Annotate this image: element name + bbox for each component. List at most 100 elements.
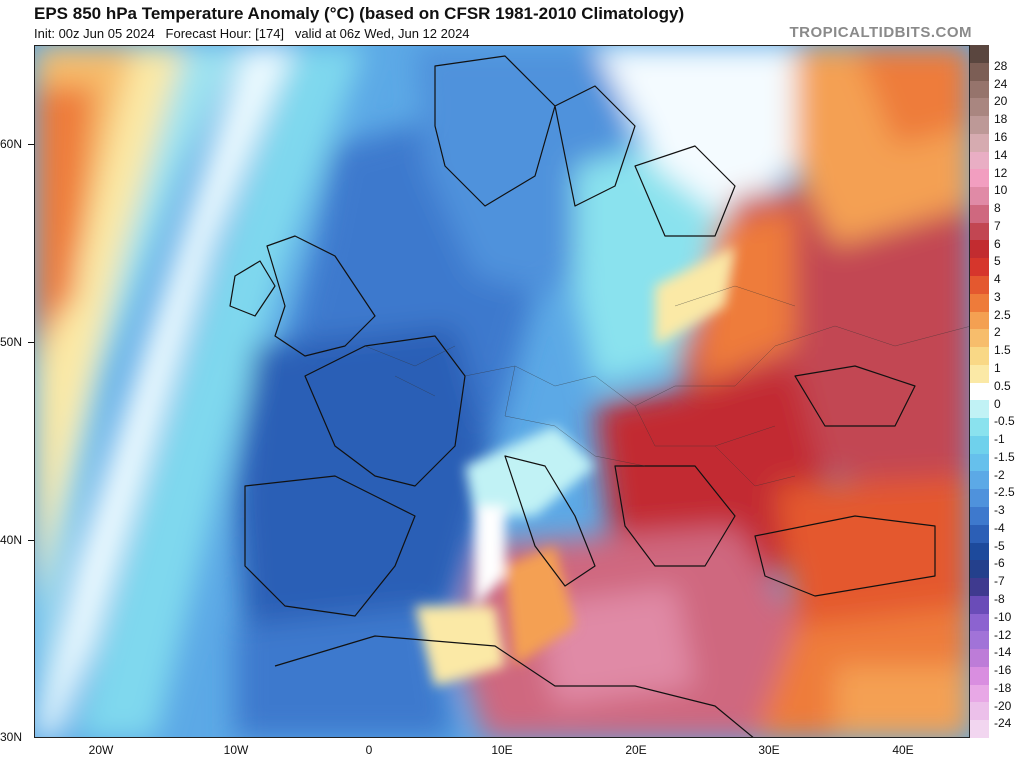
- colorbar-swatch: [970, 116, 989, 135]
- lat-tick: [28, 342, 34, 343]
- colorbar-label: 3: [994, 289, 1001, 304]
- coast-north-africa: [274, 635, 754, 737]
- coast-france: [304, 335, 466, 487]
- colorbar-label: 10: [994, 183, 1008, 198]
- lon-label-40e: 40E: [892, 743, 914, 757]
- colorbar-swatch: [970, 204, 989, 224]
- lat-tick: [28, 540, 34, 541]
- colorbar-label: -0.5: [994, 414, 1015, 429]
- colorbar-swatch: [970, 382, 989, 401]
- coast-black-sea: [794, 365, 916, 427]
- anomaly-map: [34, 45, 970, 738]
- colorbar-swatch: [970, 293, 989, 313]
- colorbar-label: 8: [994, 201, 1001, 216]
- colorbar-swatch: [970, 489, 989, 508]
- colorbar-swatch: [970, 631, 989, 650]
- colorbar-label: 2: [994, 325, 1001, 340]
- colorbar-label: 28: [994, 58, 1008, 73]
- coast-iberia: [244, 475, 416, 617]
- colorbar-swatch: [970, 595, 989, 615]
- colorbar-swatch: [970, 666, 989, 686]
- colorbar-swatch: [970, 240, 989, 259]
- colorbar-label: -7: [994, 574, 1005, 589]
- colorbar-label: -18: [994, 680, 1012, 695]
- colorbar-label: 7: [994, 218, 1001, 233]
- colorbar-label: 0: [994, 396, 1001, 411]
- coast-balkans: [614, 465, 736, 567]
- colorbar-swatch: [970, 418, 989, 437]
- colorbar-swatch: [970, 169, 989, 188]
- colorbar-label: 20: [994, 94, 1008, 109]
- colorbar-label: 14: [994, 147, 1008, 162]
- coast-turkey: [754, 515, 936, 597]
- colorbar-label: -3: [994, 503, 1005, 518]
- lon-label-20e: 20E: [625, 743, 647, 757]
- colorbar-swatch: [970, 258, 989, 277]
- lon-label-0: 0: [365, 743, 373, 757]
- colorbar-label: -24: [994, 716, 1012, 731]
- colorbar-swatch: [970, 435, 989, 455]
- colorbar-swatch: [970, 276, 989, 295]
- coast-ireland: [229, 260, 276, 317]
- coast-norway: [434, 55, 556, 207]
- colorbar-label: -20: [994, 698, 1012, 713]
- colorbar-label: -4: [994, 520, 1005, 535]
- colorbar-swatch: [970, 524, 989, 544]
- colorbar-swatch: [970, 222, 989, 241]
- colorbar-label: 24: [994, 76, 1008, 91]
- colorbar-label: -5: [994, 538, 1005, 553]
- lat-label-50n: 50N: [0, 335, 23, 349]
- colorbar-swatch: [970, 98, 989, 117]
- coast-britain: [266, 235, 376, 357]
- colorbar-label: -1.5: [994, 449, 1015, 464]
- colorbar-swatch: [970, 151, 989, 170]
- colorbar-swatch: [970, 80, 989, 99]
- colorbar-label: -10: [994, 609, 1012, 624]
- colorbar-swatch: [970, 187, 989, 206]
- colorbar-label: -1: [994, 432, 1005, 447]
- lon-label-20w: 20W: [88, 743, 114, 757]
- colorbar-swatch: [970, 453, 989, 472]
- lon-label-10w: 10W: [223, 743, 249, 757]
- map-subtitle: Init: 00z Jun 05 2024 Forecast Hour: [17…: [34, 26, 470, 41]
- colorbar-label: 16: [994, 129, 1008, 144]
- colorbar-label: -16: [994, 663, 1012, 678]
- colorbar-swatch: [970, 329, 989, 348]
- colorbar-swatch: [970, 702, 989, 721]
- colorbar-label: -14: [994, 645, 1012, 660]
- colorbar-label: -2: [994, 467, 1005, 482]
- colorbar-swatch: [970, 720, 989, 739]
- colorbar-swatch: [970, 62, 989, 82]
- coast-baltic: [634, 145, 736, 237]
- colorbar-swatch: [970, 364, 989, 384]
- colorbar-label: -8: [994, 591, 1005, 606]
- colorbar-label: -2.5: [994, 485, 1015, 500]
- colorbar-label: -6: [994, 556, 1005, 571]
- colorbar-label: 2.5: [994, 307, 1011, 322]
- lat-tick: [28, 144, 34, 145]
- lon-label-30e: 30E: [758, 743, 780, 757]
- coast-sweden: [554, 85, 636, 207]
- colorbar-label: 6: [994, 236, 1001, 251]
- colorbar-swatch: [970, 400, 989, 419]
- colorbar-label: -12: [994, 627, 1012, 642]
- colorbar-swatch: [970, 560, 989, 579]
- colorbar-swatch: [970, 649, 989, 668]
- colorbar-swatch: [970, 471, 989, 490]
- colorbar-swatch: [970, 613, 989, 632]
- colorbar-swatch: [970, 311, 989, 330]
- lon-label-10e: 10E: [491, 743, 513, 757]
- colorbar-label: 12: [994, 165, 1008, 180]
- lat-label-30n: 30N: [0, 730, 23, 744]
- colorbar-label: 5: [994, 254, 1001, 269]
- map-title: EPS 850 hPa Temperature Anomaly (°C) (ba…: [34, 4, 685, 23]
- colorbar-swatch: [970, 133, 989, 153]
- coast-italy: [504, 455, 596, 587]
- colorbar-swatch: [970, 45, 989, 64]
- colorbar-swatch: [970, 578, 989, 597]
- colorbar-label: 1: [994, 360, 1001, 375]
- colorbar-label: 4: [994, 272, 1001, 287]
- colorbar-label: 0.5: [994, 378, 1011, 393]
- colorbar-swatch: [970, 684, 989, 703]
- anomaly-field: [35, 46, 969, 737]
